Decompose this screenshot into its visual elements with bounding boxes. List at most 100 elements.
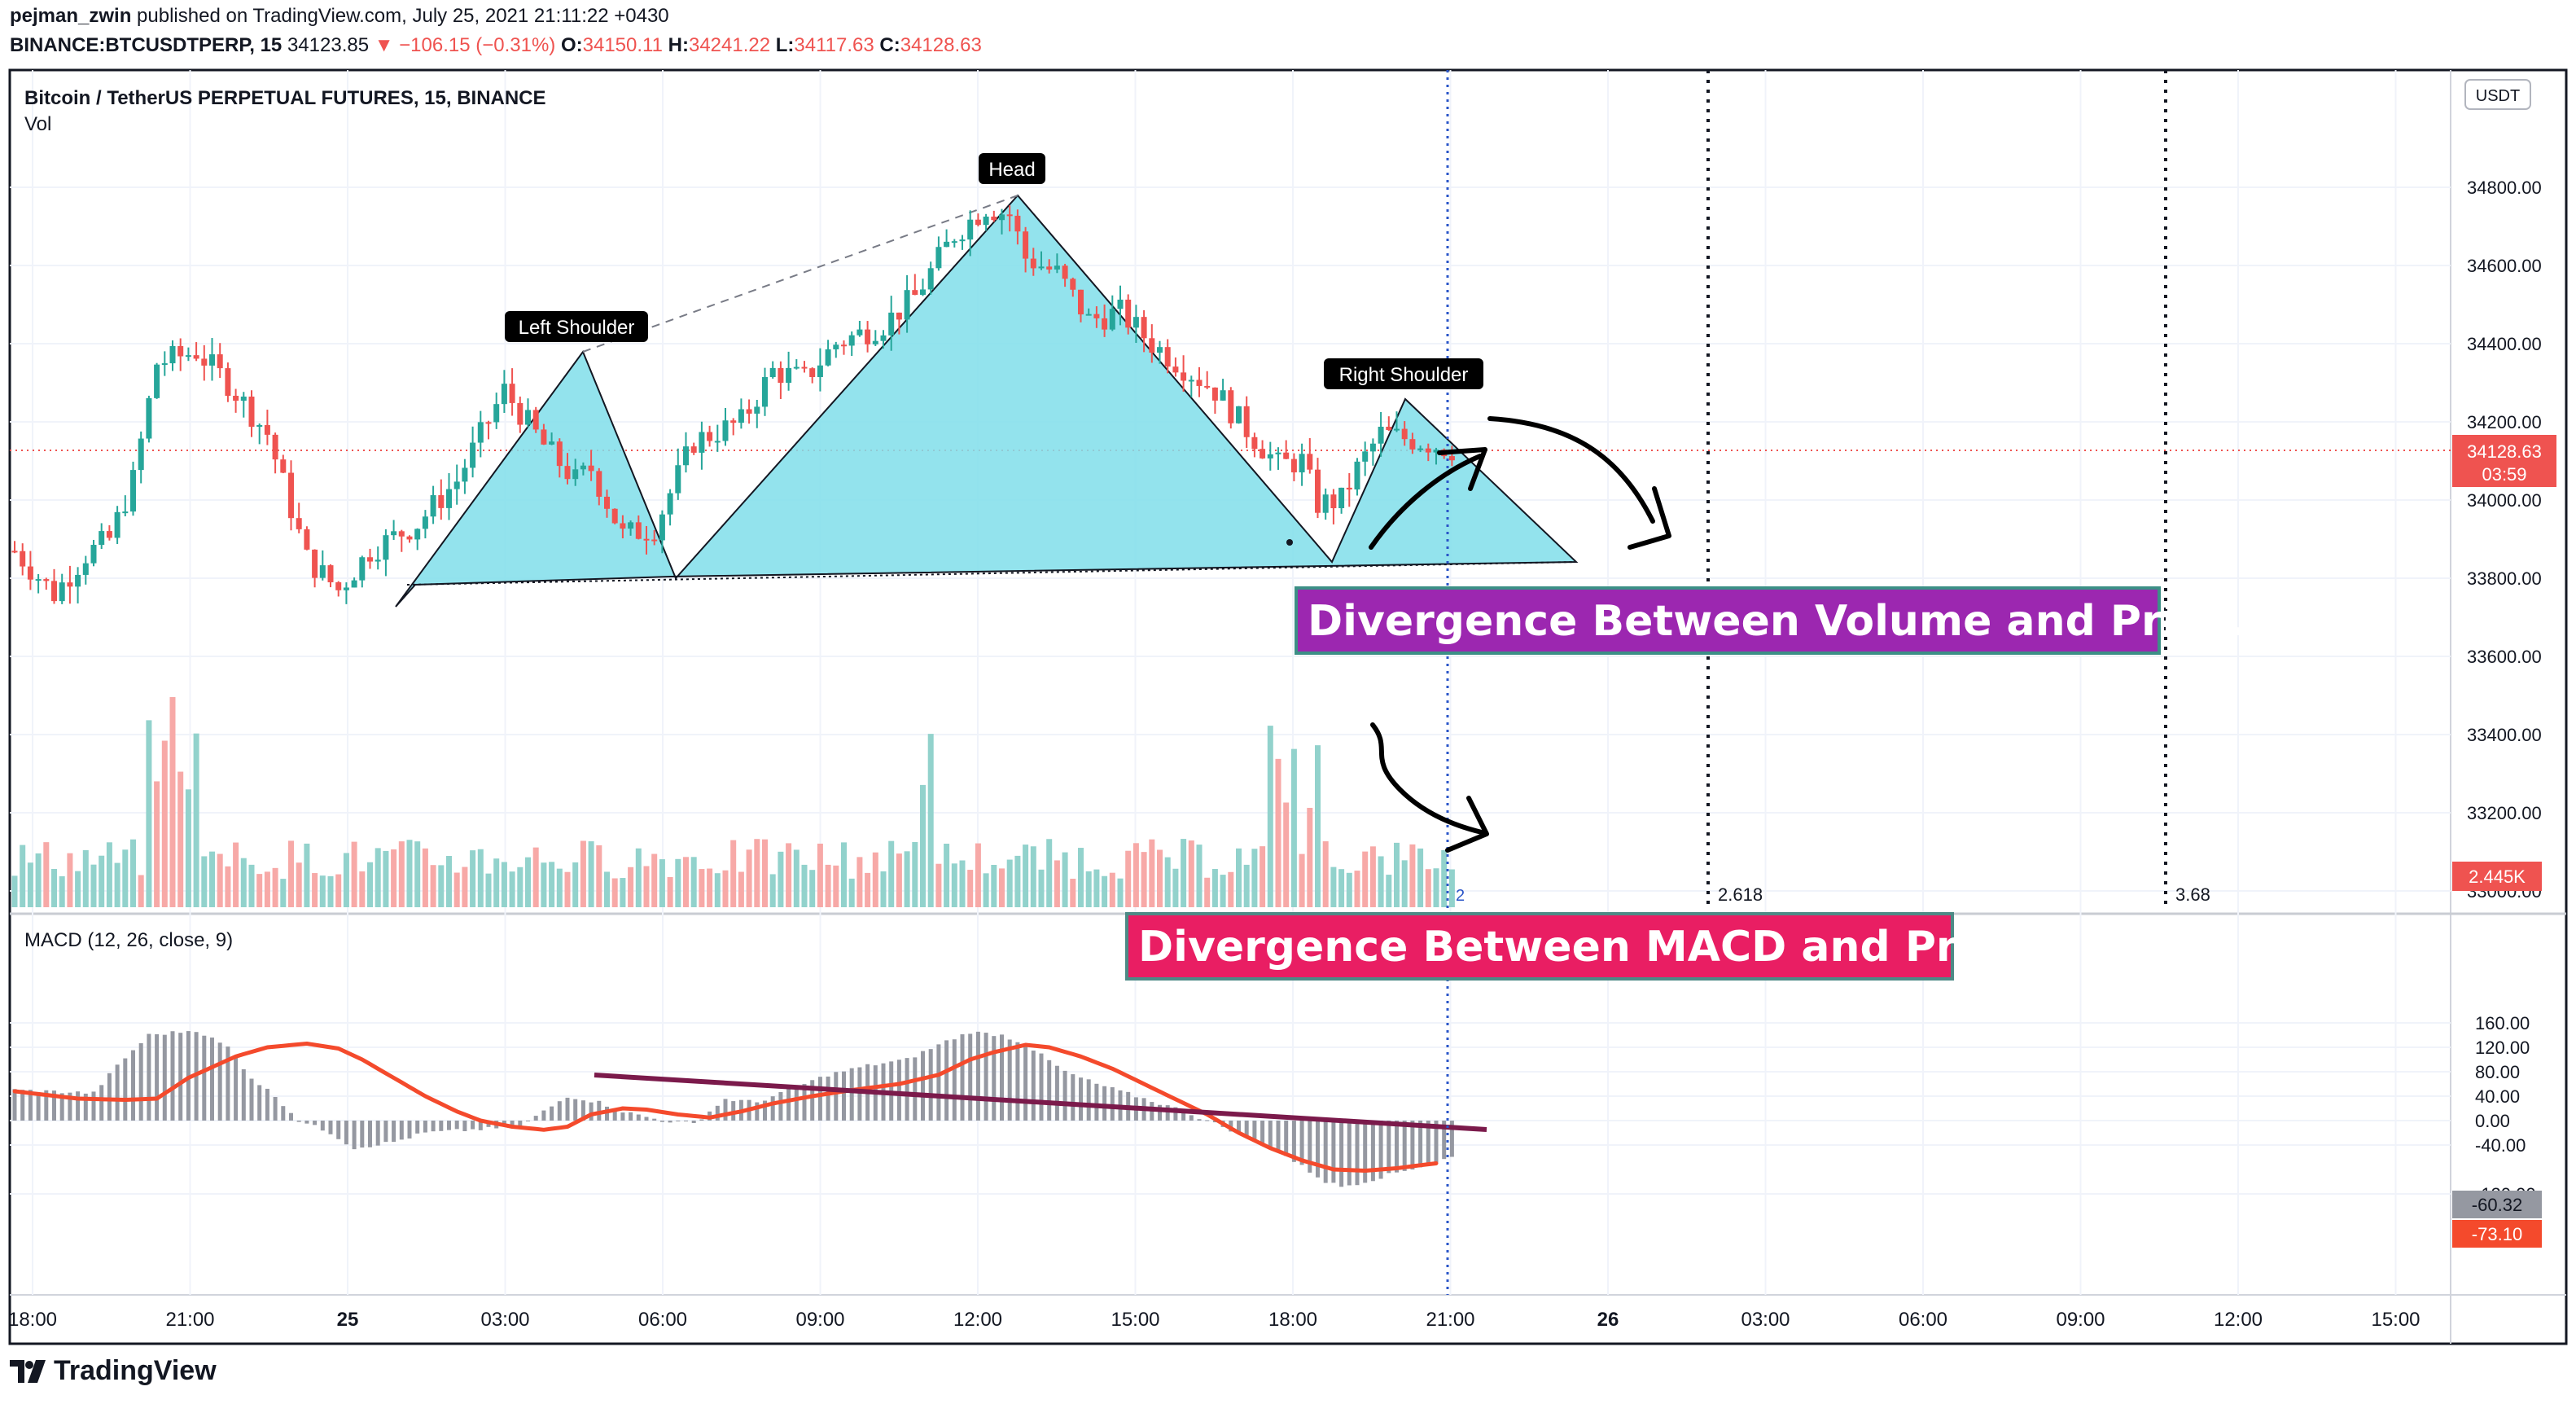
grid: [10, 70, 2451, 1295]
volume-bar: [927, 734, 934, 907]
macd-histogram-bar: [217, 1042, 222, 1121]
candle-body: [596, 471, 602, 497]
fib-label-1: 2.618: [1718, 884, 1763, 905]
volume-divergence-box[interactable]: [1295, 586, 2161, 655]
candle-body: [1196, 380, 1203, 386]
price-tick-label: 33400.00: [2467, 725, 2542, 745]
volume-bar: [1093, 869, 1100, 907]
published-text: published on TradingView.com, July 25, 2…: [137, 5, 669, 27]
volume-bar: [351, 841, 357, 907]
macd-histogram-bar: [652, 1118, 657, 1121]
volume-bar: [1157, 849, 1163, 907]
volume-bar: [1149, 839, 1155, 907]
time-tick-label: 03:00: [1741, 1309, 1790, 1331]
volume-bar: [659, 859, 665, 907]
macd-histogram-bar: [1418, 1121, 1423, 1168]
volume-bar: [643, 866, 650, 907]
volume-bar: [406, 840, 413, 907]
candle-body: [1330, 494, 1337, 509]
candle-body: [1386, 426, 1392, 431]
volume-bar: [1046, 839, 1053, 907]
candle-body: [1220, 390, 1226, 401]
candle-body: [1211, 387, 1218, 401]
time-tick-label: 18:00: [1268, 1309, 1317, 1331]
macd-trendline[interactable]: [594, 1073, 1487, 1132]
candle-body: [580, 465, 586, 470]
head-tag: [979, 153, 1045, 184]
macd-divergence-text: Divergence Between MACD and Price.: [1138, 923, 2041, 972]
volume-bar: [1125, 850, 1132, 907]
volume-indicator-label: Vol: [24, 113, 51, 135]
candle-body: [659, 514, 665, 541]
macd-histogram-bar: [1039, 1053, 1044, 1121]
volume-bar: [130, 839, 136, 907]
volume-bar: [27, 862, 33, 907]
rising-arrow: [1369, 454, 1483, 550]
candle-body: [1093, 314, 1100, 318]
high-label: H:: [668, 34, 689, 56]
volume-bar: [580, 840, 586, 907]
candle-body: [114, 511, 120, 538]
candle-body: [82, 563, 89, 575]
candle-body: [1078, 289, 1084, 315]
volume-bar: [959, 860, 966, 907]
candle-body: [967, 219, 974, 240]
volume-bar: [975, 843, 981, 907]
volume-bar: [1023, 845, 1029, 907]
macd-tick-label: 40.00: [2475, 1086, 2520, 1107]
candle-body: [564, 466, 571, 480]
volume-bar: [841, 842, 847, 907]
candle-body: [430, 495, 436, 517]
macd-histogram-bar: [478, 1121, 483, 1130]
macd-histogram-bar: [975, 1031, 980, 1121]
volume-bar: [1307, 807, 1313, 907]
macd-divergence-box[interactable]: [1125, 912, 1954, 981]
volume-bar: [762, 839, 768, 907]
volume-bar: [707, 868, 713, 907]
volume-bar: [920, 784, 926, 907]
author-name[interactable]: pejman_zwin: [10, 5, 132, 27]
candle-body: [90, 545, 97, 564]
candle-body: [351, 580, 357, 588]
macd-histogram-bar: [170, 1031, 175, 1121]
macd-histogram-bar: [550, 1106, 554, 1121]
macd-histogram-bar: [1316, 1121, 1320, 1178]
candle-body: [1290, 458, 1297, 473]
candle-body: [264, 424, 270, 435]
volume-bar: [556, 868, 563, 907]
time-tick-label: 12:00: [2214, 1309, 2263, 1331]
candle-body: [1307, 454, 1313, 470]
tradingview-logo[interactable]: TradingView: [10, 1355, 217, 1387]
macd-histogram-bar: [1062, 1070, 1067, 1121]
volume-bar: [264, 871, 270, 907]
macd-histogram-bar: [1402, 1121, 1407, 1171]
volume-bar: [904, 851, 910, 907]
candle-body: [730, 420, 737, 423]
candle-body: [367, 557, 373, 562]
volume-bar: [1196, 845, 1203, 907]
currency-badge-box[interactable]: [2464, 79, 2531, 110]
macd-badge: -60.32: [2472, 1195, 2522, 1215]
macd-histogram-bar: [12, 1089, 17, 1121]
macd-histogram-bar: [786, 1088, 791, 1121]
candle-body: [888, 312, 895, 336]
signal-badge: -73.10: [2472, 1224, 2522, 1244]
currency-badge: USDT: [2476, 87, 2520, 105]
macd-histogram-bar: [1331, 1121, 1336, 1183]
candle-body: [240, 396, 247, 401]
volume-bar: [272, 867, 278, 907]
volume-bar: [509, 871, 515, 907]
volume-bar: [485, 873, 492, 907]
volume-bar: [280, 879, 287, 907]
volume-bar: [1085, 871, 1092, 907]
macd-histogram-bar: [1268, 1121, 1273, 1149]
head-shoulders-pattern[interactable]: [395, 194, 1579, 608]
volume-bar: [462, 867, 468, 907]
volume-bar: [754, 839, 760, 907]
candle-body: [453, 481, 460, 489]
volume-bar: [1070, 879, 1076, 907]
volume-bar: [564, 871, 571, 907]
candle-body: [1283, 452, 1290, 459]
